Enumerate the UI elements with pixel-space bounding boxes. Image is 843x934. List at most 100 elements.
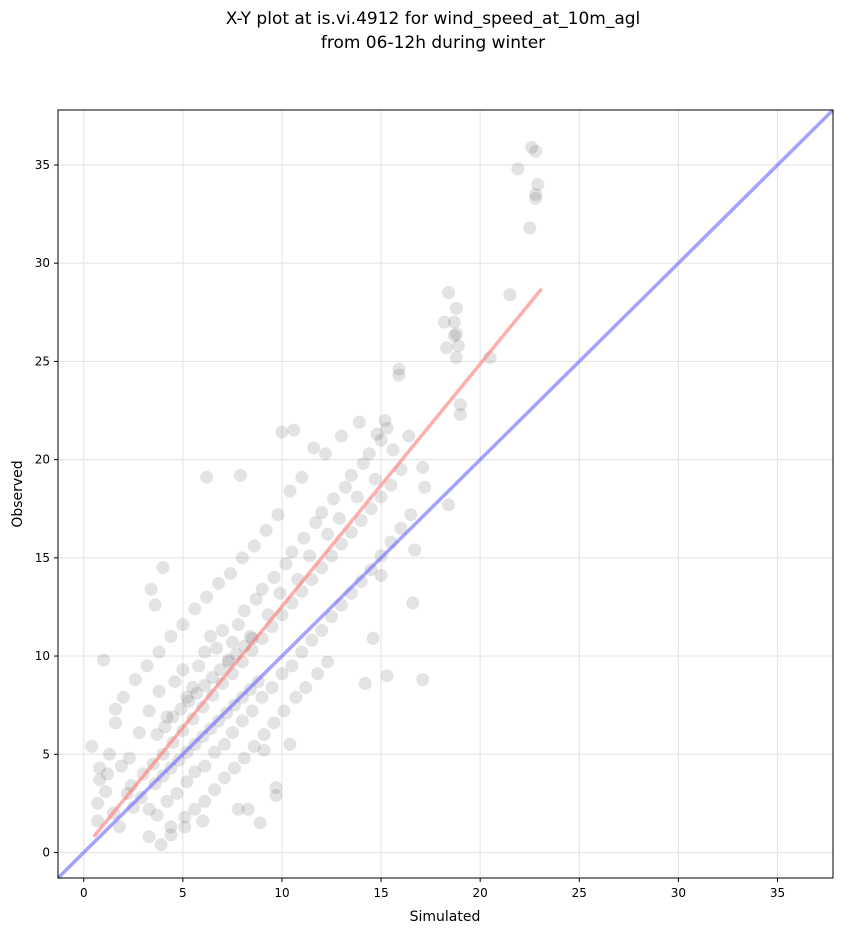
x-tick-label: 15 (373, 886, 388, 900)
data-point (384, 478, 398, 492)
data-point (255, 690, 269, 704)
data-point (233, 468, 247, 482)
data-point (198, 794, 212, 808)
data-point (295, 470, 309, 484)
data-point (122, 751, 136, 765)
data-point (142, 830, 156, 844)
data-point (231, 618, 245, 632)
chart-title-line-2: from 06-12h during winter (321, 33, 545, 53)
data-point (309, 515, 323, 529)
data-point (198, 645, 212, 659)
data-point (380, 669, 394, 683)
data-point (108, 716, 122, 730)
data-point (315, 506, 329, 520)
data-point (531, 178, 545, 192)
data-point (287, 423, 301, 437)
data-point (386, 443, 400, 457)
data-point (93, 773, 107, 787)
data-point (416, 460, 430, 474)
data-point (186, 680, 200, 694)
data-point (439, 341, 453, 355)
data-point (116, 690, 130, 704)
data-point (315, 624, 329, 638)
identity-line (56, 108, 835, 880)
data-point (523, 221, 537, 235)
data-point (223, 567, 237, 581)
data-point (174, 702, 188, 716)
data-point (368, 472, 382, 486)
data-point (154, 838, 168, 852)
data-point (164, 828, 178, 842)
data-point (307, 441, 321, 455)
data-point (406, 596, 420, 610)
data-point (166, 710, 180, 724)
data-point (245, 631, 259, 645)
data-point (352, 415, 366, 429)
data-point (295, 645, 309, 659)
data-point (321, 655, 335, 669)
data-point (503, 288, 517, 302)
data-point (525, 140, 539, 154)
data-point (196, 700, 210, 714)
data-point (529, 187, 543, 201)
data-point (257, 728, 271, 742)
data-point (350, 490, 364, 504)
x-axis-label: Simulated (410, 909, 481, 925)
y-tick-label: 35 (35, 158, 50, 172)
data-point (334, 429, 348, 443)
data-point (101, 767, 115, 781)
data-point (217, 771, 231, 785)
data-point (303, 549, 317, 563)
data-point (247, 539, 261, 553)
data-point (158, 720, 172, 734)
data-point (208, 783, 222, 797)
data-point (356, 457, 370, 471)
data-point (338, 480, 352, 494)
x-tick-label: 10 (274, 886, 289, 900)
grid-lines (58, 110, 833, 878)
data-point (269, 789, 283, 803)
data-point (441, 498, 455, 512)
y-tick-label: 25 (35, 354, 50, 368)
data-point (212, 576, 226, 590)
plot-frame (57, 109, 834, 879)
data-point (255, 582, 269, 596)
data-point (370, 427, 384, 441)
data-point (112, 820, 126, 834)
data-point (269, 781, 283, 795)
data-point (449, 350, 463, 364)
data-point (225, 726, 239, 740)
data-point (529, 144, 543, 158)
data-point (108, 702, 122, 716)
data-point (285, 545, 299, 559)
data-point (210, 641, 224, 655)
y-tick-label: 5 (42, 747, 50, 761)
data-point (374, 433, 388, 447)
data-point (321, 527, 335, 541)
data-point (277, 704, 291, 718)
data-point (394, 521, 408, 535)
data-point (114, 759, 128, 773)
data-point (178, 810, 192, 824)
x-tick-label: 20 (473, 886, 488, 900)
data-point (170, 787, 184, 801)
data-point (325, 549, 339, 563)
y-axis-label: Observed (10, 460, 26, 527)
data-point (180, 690, 194, 704)
data-point (299, 680, 313, 694)
data-point (441, 286, 455, 300)
data-point (392, 368, 406, 382)
data-point (267, 570, 281, 584)
data-point (192, 659, 206, 673)
data-point (182, 694, 196, 708)
data-point (283, 737, 297, 751)
data-point (164, 629, 178, 643)
data-point (237, 604, 251, 618)
data-point (416, 673, 430, 687)
data-point (275, 667, 289, 681)
data-point (128, 673, 142, 687)
y-tick-label: 30 (35, 256, 50, 270)
data-point (221, 653, 235, 667)
data-point (188, 765, 202, 779)
data-point (206, 688, 220, 702)
